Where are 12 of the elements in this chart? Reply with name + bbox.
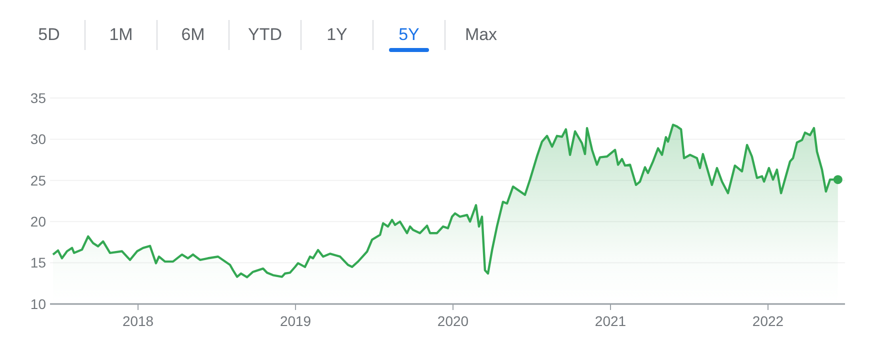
x-tick-label: 2022 <box>752 313 784 329</box>
x-tick-label: 2021 <box>594 313 626 329</box>
y-tick-label: 15 <box>30 254 46 271</box>
y-tick-label: 35 <box>30 90 46 106</box>
x-tick-label: 2019 <box>280 313 312 329</box>
y-tick-label: 20 <box>30 214 46 230</box>
range-selector: 5D 1M 6M YTD 1Y 5Y Max <box>38 20 498 52</box>
y-tick-label: 30 <box>30 131 46 148</box>
y-tick-label: 25 <box>30 172 46 188</box>
x-tick-label: 2018 <box>122 313 154 329</box>
y-tick-label: 10 <box>30 296 46 312</box>
x-tick-label: 2020 <box>437 313 469 329</box>
